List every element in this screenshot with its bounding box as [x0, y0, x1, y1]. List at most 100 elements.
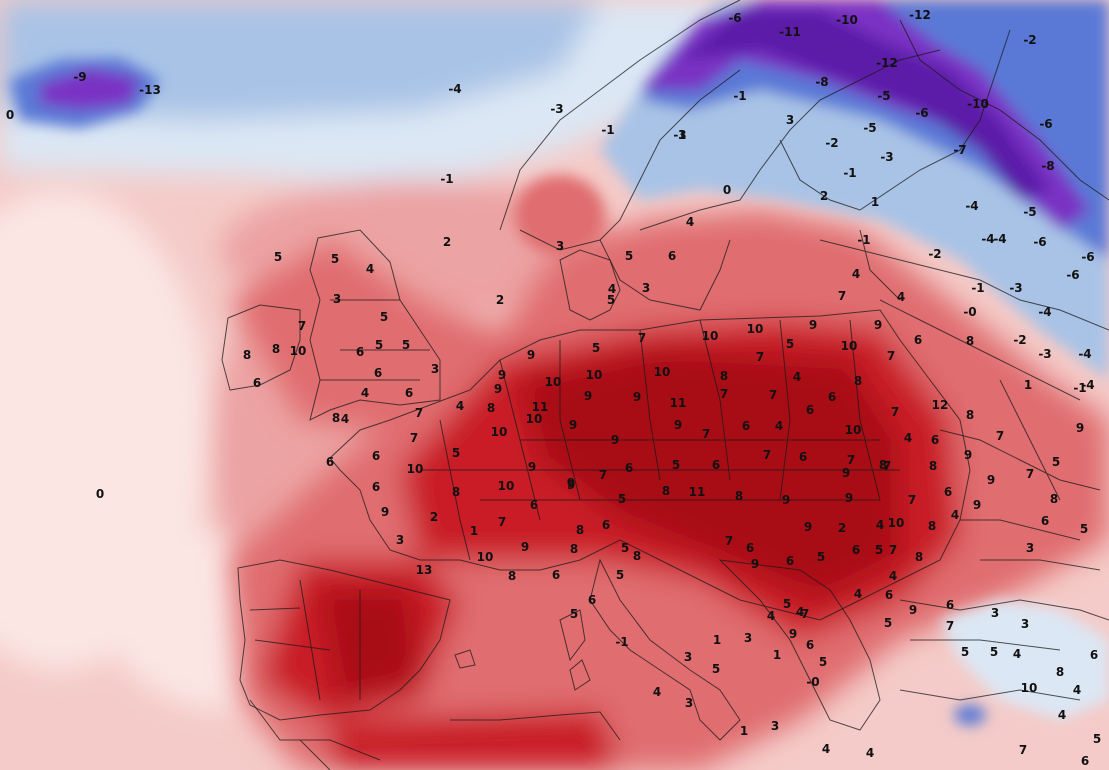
temperature-value-label: 3	[990, 606, 1000, 620]
temperature-value-label: 5	[330, 252, 340, 266]
temperature-value-label: -3	[550, 102, 564, 116]
temperature-value-label: 0	[95, 487, 105, 501]
temperature-value-label: 10	[653, 365, 671, 379]
temperature-value-label: -5	[877, 89, 891, 103]
temperature-value-label: 8	[914, 550, 924, 564]
temperature-value-label: 9	[497, 368, 507, 382]
temperature-value-label: -7	[953, 143, 967, 157]
temperature-value-label: 6	[252, 376, 262, 390]
temperature-value-label: -2	[928, 247, 942, 261]
borders	[221, 0, 1109, 770]
temperature-value-label: 5	[624, 249, 634, 263]
temperature-value-label: 6	[913, 333, 923, 347]
temperature-value-label: 4	[950, 508, 960, 522]
temperature-value-label: 7	[598, 468, 608, 482]
temperature-value-label: 5	[379, 310, 389, 324]
temperature-value-label: 5	[816, 550, 826, 564]
temperature-value-label: -8	[1041, 159, 1055, 173]
temperature-value-label: 8	[1055, 665, 1065, 679]
temperature-value-label: 9	[750, 557, 760, 571]
temperature-value-label: -3	[1009, 281, 1023, 295]
temperature-value-label: 8	[331, 411, 341, 425]
temperature-value-label: 6	[325, 455, 335, 469]
temperature-value-label: 5	[1092, 732, 1102, 746]
temperature-value-label: 10	[840, 339, 858, 353]
temperature-value-label: 6	[827, 390, 837, 404]
temperature-value-label: 7	[414, 406, 424, 420]
temperature-value-label: 10	[1020, 681, 1038, 695]
temperature-value-label: -1	[440, 172, 454, 186]
temperature-value-label: 4	[875, 518, 885, 532]
temperature-value-label: 9	[1075, 421, 1085, 435]
temperature-value-label: 3	[430, 362, 440, 376]
temperature-value-label: 5	[1079, 522, 1089, 536]
temperature-value-label: 9	[527, 460, 537, 474]
temperature-value-label: 11	[688, 485, 706, 499]
temperature-value-label: 9	[873, 318, 883, 332]
temperature-value-label: 13	[415, 563, 433, 577]
temperature-value-label: -6	[1039, 117, 1053, 131]
temperature-value-label: -2	[1023, 33, 1037, 47]
temperature-value-label: 10	[525, 412, 543, 426]
temperature-value-label: 3	[684, 696, 694, 710]
temperature-value-label: -10	[836, 13, 858, 27]
cold-north-land	[10, 0, 1109, 725]
temperature-value-label: 10	[701, 329, 719, 343]
temperature-value-label: -9	[73, 70, 87, 84]
temperature-value-label: 6	[551, 568, 561, 582]
temperature-value-label: 7	[755, 350, 765, 364]
temperature-value-label: -1	[1073, 381, 1087, 395]
temperature-value-label: 8	[632, 549, 642, 563]
temperature-value-label: 2	[442, 235, 452, 249]
temperature-value-label: -6	[728, 11, 742, 25]
temperature-value-label: 12	[931, 398, 949, 412]
temperature-value-label: 2	[837, 521, 847, 535]
temperature-value-label: 6	[711, 458, 721, 472]
temperature-value-label: 9	[972, 498, 982, 512]
temperature-value-label: 7	[409, 431, 419, 445]
temperature-value-label: 7	[995, 429, 1005, 443]
temperature-value-label: 3	[395, 533, 405, 547]
temperature-value-label: -3	[673, 128, 687, 142]
temperature-value-label: -0	[806, 675, 820, 689]
temperature-value-label: 9	[380, 505, 390, 519]
temperature-value-label: 6	[355, 345, 365, 359]
temperature-value-label: 5	[620, 541, 630, 555]
temperature-value-label: 6	[851, 543, 861, 557]
temperature-value-label: 8	[965, 408, 975, 422]
temperature-value-label: -6	[1033, 235, 1047, 249]
temperature-value-label: -4	[1081, 378, 1095, 392]
temperature-value-label: -2	[825, 136, 839, 150]
temperature-value-label: 5	[711, 662, 721, 676]
temperature-value-label: 8	[965, 334, 975, 348]
temperature-value-label: 7	[497, 515, 507, 529]
temperature-value-label: -5	[863, 121, 877, 135]
temperature-value-label: 9	[673, 418, 683, 432]
temperature-value-label: 10	[406, 462, 424, 476]
temperature-value-label: 5	[451, 446, 461, 460]
temperature-value-label: 0	[722, 183, 732, 197]
temperature-value-label: -1	[615, 635, 629, 649]
temperature-value-label: 7	[945, 619, 955, 633]
temperature-value-label: 5	[615, 568, 625, 582]
temperature-value-label: 4	[1057, 708, 1067, 722]
temperature-value-label: -1	[733, 89, 747, 103]
temperature-value-label: 6	[745, 541, 755, 555]
temperature-value-label: 1	[1023, 378, 1033, 392]
temperature-value-label: 1	[739, 724, 749, 738]
temperature-value-label: 1	[677, 128, 687, 142]
temperature-value-label: -6	[1066, 268, 1080, 282]
temperature-value-label: 7	[800, 607, 810, 621]
temperature-value-label: 5	[273, 250, 283, 264]
temperature-value-label: 3	[1025, 541, 1035, 555]
temperature-value-label: 4	[455, 399, 465, 413]
temperature-value-label: 5	[883, 616, 893, 630]
temperature-value-label: 5	[374, 338, 384, 352]
temperature-value-label: -3	[1038, 347, 1052, 361]
temperature-value-label: 1	[469, 524, 479, 538]
temperature-value-label: 8	[927, 519, 937, 533]
temperature-value-label: 6	[624, 461, 634, 475]
temperature-value-label: 10	[844, 423, 862, 437]
temperature-value-label: 4	[360, 386, 370, 400]
